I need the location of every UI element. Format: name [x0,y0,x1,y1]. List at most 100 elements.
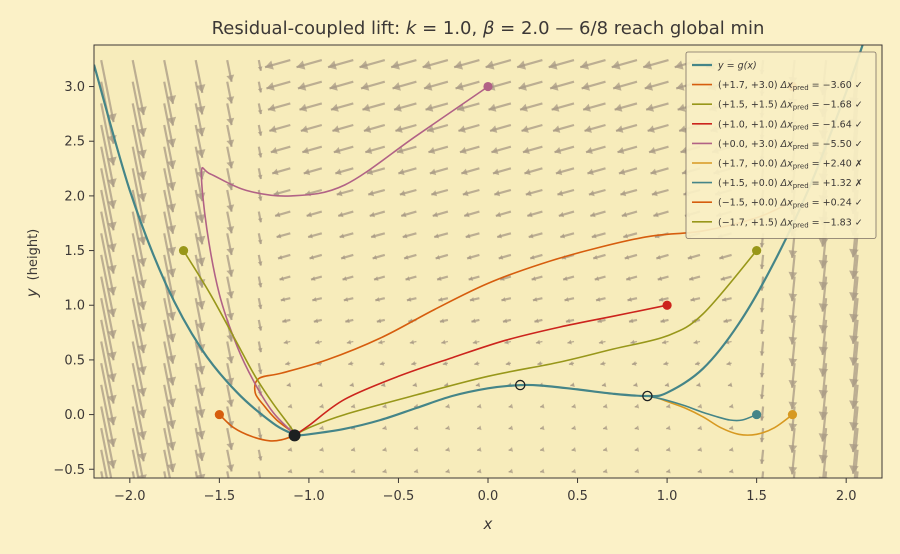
field-arrow-head [107,329,117,339]
field-arrow-head [278,255,283,260]
field-arrow [131,297,145,354]
field-arrow-head [621,211,628,218]
trajectory-start-2 [752,245,762,256]
field-arrow-head [631,361,637,366]
field-arrow-head [166,116,177,126]
field-arrow-head [424,82,433,91]
field-arrow-head [287,468,293,474]
field-arrow-head [620,190,627,197]
trajectory-start-7 [214,409,224,420]
field-arrow-head [467,255,472,260]
field-arrow-head [376,318,382,324]
field-arrow-head [391,60,400,70]
field-arrow-head [414,447,419,452]
x-tick-label: −0.5 [383,489,415,504]
field-arrow-head [697,447,703,452]
field-arrow [131,319,145,376]
field-arrow-head [226,399,235,407]
field-arrow-head [468,276,474,281]
field-arrow-head [107,286,117,296]
field-arrow-head [454,60,463,70]
field-arrow-head [720,276,726,281]
field-arrow-head [788,401,798,410]
field-arrow-head [272,168,279,176]
field-arrow-head [474,361,479,366]
field-arrow [100,146,115,209]
field-arrow-head [696,382,701,388]
field-arrow-head [269,125,277,133]
field-arrow-head [818,324,829,334]
x-axis: −2.0 −1.5 −1.0 −0.5 0.0 0.5 1.0 1.5 2.0 [114,478,857,504]
field-arrow-head [345,318,350,324]
field-arrow-head [312,297,317,302]
field-arrow [100,59,115,123]
field-arrow [131,211,145,267]
field-arrow-head [690,297,695,302]
field-arrow [131,124,145,181]
field-arrow-head [461,168,468,176]
field-arrow-head [564,297,569,302]
legend-label: (+1.0, +1.0) Δxpred = −1.64 ✓ [718,119,863,131]
field-arrow-head [695,361,700,366]
legend: y = g(x)(+1.7, +3.0) Δxpred = −3.60 ✓(+1… [685,51,877,239]
field-arrow-head [634,403,640,409]
field-arrow-head [557,190,564,197]
field-arrow-head [335,168,342,176]
legend-point: (−1.5, +0.0) [718,198,781,209]
field-arrow [163,449,171,478]
field-arrow-head [676,82,685,91]
field-arrow-head [411,361,416,366]
field-arrow-head [409,339,415,345]
legend-outcome: ✓ [855,80,863,91]
legend-label: (+1.7, +0.0) Δxpred = +2.40 ✗ [718,159,863,171]
field-arrow-head [560,233,566,239]
field-arrow-head [273,190,280,197]
field-arrow-head [465,233,471,239]
field-arrow-head [279,276,284,281]
field-arrow-head [330,103,339,112]
field-arrow-head [396,147,404,154]
field-arrow-head [679,125,687,133]
field-arrow-head [422,60,432,70]
field-arrow-head [226,204,235,212]
field-arrow-head [666,447,671,452]
field-arrow-head [697,403,703,409]
field-arrow-head [196,322,206,331]
field-arrow-head [818,238,829,247]
field-arrow-head [491,147,499,154]
field-arrow-head [759,351,765,356]
field-arrow [131,406,145,462]
field-arrow-head [379,361,385,366]
field-arrow-head [257,369,263,374]
field-arrow [853,449,859,478]
legend-dx-sub: pred [793,182,809,190]
field-arrow-head [530,255,535,260]
field-arrow [761,471,765,478]
field-arrow-head [333,147,341,154]
field-arrow-head [107,459,117,469]
field-arrow-head [137,409,147,419]
field-arrow-head [651,190,658,197]
chart-title: Residual-coupled lift: k = 1.0, β = 2.0 … [212,18,765,39]
field-arrow-head [107,243,117,252]
y-axis-label: y (height) [23,229,41,298]
field-arrow-head [759,437,765,443]
x-tick-label: 0.0 [478,489,499,504]
field-arrow-head [626,276,631,281]
field-arrow-head [818,260,829,269]
field-arrow-head [662,339,667,345]
field-arrow-head [674,60,684,70]
field-arrow-head [534,318,539,324]
field-arrow-head [394,103,402,112]
y-axis-label-text: (height) [26,229,41,281]
field-arrow-head [553,125,561,133]
field-arrow-head [498,255,504,260]
field-arrow-head [339,233,345,239]
field-arrow-head [616,125,624,133]
field-arrow-head [849,465,859,474]
legend-dx-symbol: Δx [780,159,793,170]
title-part-1: Residual-coupled lift: [212,18,406,39]
field-arrow-head [137,192,147,202]
legend-outcome: ✗ [855,159,863,170]
